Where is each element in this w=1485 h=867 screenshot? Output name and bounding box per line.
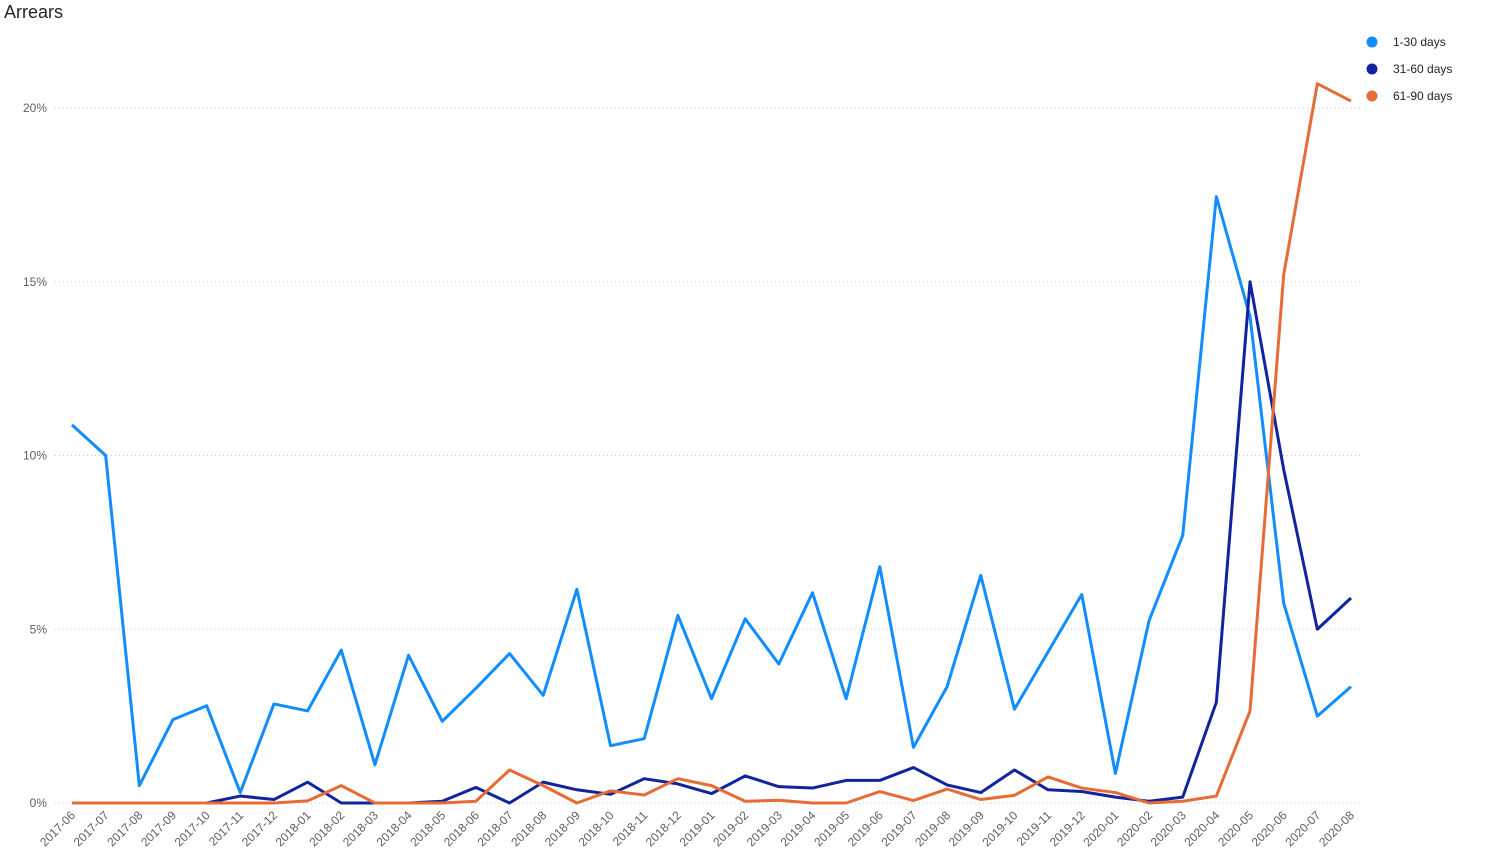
y-tick-label: 10%: [23, 449, 47, 463]
x-tick-label: 2019-02: [710, 808, 751, 849]
legend-label: 31-60 days: [1393, 62, 1452, 76]
x-tick-label: 2020-06: [1249, 808, 1290, 849]
x-tick-label: 2019-04: [778, 808, 819, 849]
x-tick-label: 2019-03: [744, 808, 785, 849]
y-tick-label: 0%: [30, 796, 48, 810]
x-tick-label: 2020-03: [1148, 808, 1189, 849]
x-tick-label: 2018-11: [610, 808, 651, 849]
x-tick-label: 2020-02: [1114, 808, 1155, 849]
x-tick-label: 2020-05: [1215, 808, 1256, 849]
x-tick-label: 2018-01: [273, 808, 314, 849]
legend-marker: [1366, 63, 1378, 75]
x-tick-label: 2017-08: [104, 808, 145, 849]
x-tick-label: 2019-07: [879, 808, 920, 849]
x-tick-label: 2020-04: [1181, 808, 1222, 849]
x-tick-label: 2017-07: [71, 808, 112, 849]
x-tick-label: 2020-08: [1316, 808, 1357, 849]
x-tick-label: 2019-10: [979, 808, 1020, 849]
x-tick-label: 2018-10: [576, 808, 617, 849]
x-tick-label: 2017-09: [138, 808, 179, 849]
series-line: [72, 280, 1353, 805]
y-tick-label: 15%: [23, 275, 47, 289]
x-tick-label: 2018-12: [643, 808, 684, 849]
x-tick-label: 2019-01: [677, 808, 718, 849]
x-tick-label: 2020-01: [1080, 808, 1121, 849]
x-tick-label: 2018-03: [340, 808, 381, 849]
x-tick-label: 2018-02: [306, 808, 347, 849]
x-tick-label: 2019-11: [1014, 808, 1055, 849]
y-tick-label: 5%: [30, 622, 48, 636]
x-tick-label: 2019-06: [845, 808, 886, 849]
legend-marker: [1366, 90, 1378, 102]
x-tick-label: 2017-12: [239, 808, 280, 849]
x-tick-label: 2017-11: [206, 808, 247, 849]
x-tick-label: 2018-07: [475, 808, 516, 849]
x-tick-label: 2019-12: [1047, 808, 1088, 849]
x-tick-label: 2017-06: [37, 808, 78, 849]
x-tick-label: 2018-06: [441, 808, 482, 849]
y-tick-label: 20%: [23, 101, 47, 115]
x-tick-label: 2019-05: [811, 808, 852, 849]
x-tick-label: 2019-08: [912, 808, 953, 849]
x-tick-label: 2018-04: [374, 808, 415, 849]
series-line: [70, 195, 1352, 795]
chart-title: Arrears: [4, 2, 63, 22]
x-tick-label: 2020-07: [1282, 808, 1323, 849]
x-tick-label: 2018-05: [407, 808, 448, 849]
legend-marker: [1366, 36, 1378, 48]
series-line: [72, 82, 1352, 805]
x-tick-label: 2018-09: [542, 808, 583, 849]
legend-label: 1-30 days: [1393, 35, 1446, 49]
legend-label: 61-90 days: [1393, 89, 1452, 103]
x-tick-label: 2019-09: [946, 808, 987, 849]
x-tick-label: 2017-10: [172, 808, 213, 849]
x-tick-label: 2018-08: [508, 808, 549, 849]
